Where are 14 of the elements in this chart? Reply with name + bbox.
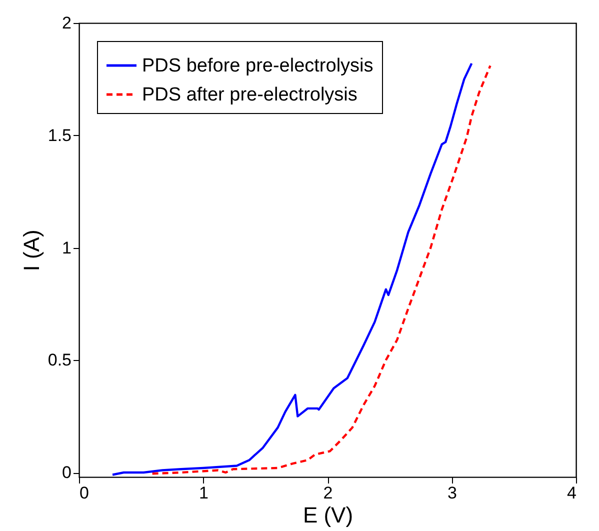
y-tick-label: 1 bbox=[62, 238, 72, 258]
y-tick-label: 2 bbox=[62, 14, 72, 32]
y-tick-label: 0 bbox=[62, 463, 72, 482]
y-tick-label: 0.5 bbox=[48, 350, 72, 370]
x-tick-label: 4 bbox=[567, 484, 576, 502]
legend-label: PDS after pre-electrolysis bbox=[142, 84, 358, 106]
y-tick-label: 1.5 bbox=[48, 126, 72, 145]
x-tick-label: 2 bbox=[323, 484, 333, 502]
x-tick-label: 0 bbox=[80, 484, 89, 502]
x-axis-title: E (V) bbox=[302, 502, 354, 528]
x-tick-label: 3 bbox=[448, 484, 457, 502]
y-axis-title: I (A) bbox=[18, 230, 44, 272]
legend-label: PDS before pre-electrolysis bbox=[142, 56, 374, 76]
x-tick-label: 1 bbox=[199, 484, 208, 502]
